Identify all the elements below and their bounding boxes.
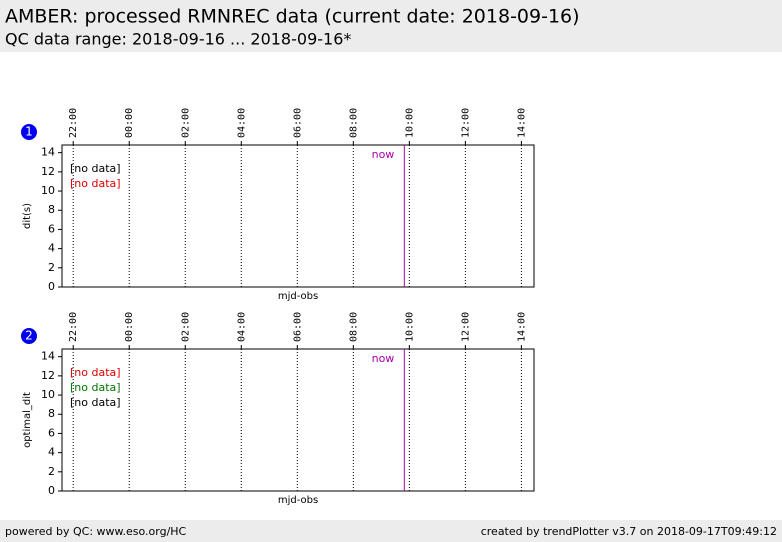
x-tick-label: 22:00 xyxy=(68,312,79,342)
x-tick-label: 10:00 xyxy=(404,108,415,138)
y-tick-label: 6 xyxy=(48,426,55,439)
x-tick-label: 00:00 xyxy=(124,108,135,138)
y-tick-label: 0 xyxy=(48,484,55,497)
x-tick-label: 06:00 xyxy=(292,108,303,138)
footer-bg xyxy=(0,520,782,542)
y-tick-label: 8 xyxy=(48,203,55,216)
panel-number: 1 xyxy=(25,125,33,139)
x-tick-label: 12:00 xyxy=(460,108,471,138)
y-tick-label: 2 xyxy=(48,261,55,274)
panel-number: 2 xyxy=(25,329,33,343)
y-tick-label: 8 xyxy=(48,407,55,420)
x-tick-label: 14:00 xyxy=(516,312,527,342)
title: AMBER: processed RMNREC data (current da… xyxy=(5,6,580,28)
x-tick-label: 06:00 xyxy=(292,312,303,342)
x-tick-label: 00:00 xyxy=(124,312,135,342)
x-tick-label: 14:00 xyxy=(516,108,527,138)
footer-left: powered by QC: www.eso.org/HC xyxy=(5,525,187,538)
x-tick-label: 22:00 xyxy=(68,108,79,138)
legend-entry: [no data] xyxy=(70,366,121,379)
now-label: now xyxy=(372,352,395,365)
x-tick-label: 04:00 xyxy=(236,108,247,138)
x-tick-label: 10:00 xyxy=(404,312,415,342)
legend-entry: [no data] xyxy=(70,177,121,190)
y-tick-label: 14 xyxy=(41,146,55,159)
y-tick-label: 14 xyxy=(41,350,55,363)
x-tick-label: 12:00 xyxy=(460,312,471,342)
x-axis-label: mjd-obs xyxy=(278,495,318,506)
legend-entry: [no data] xyxy=(70,162,121,175)
x-tick-label: 08:00 xyxy=(348,312,359,342)
panel-badge xyxy=(21,124,37,140)
x-axis-label: mjd-obs xyxy=(278,291,318,302)
y-tick-label: 4 xyxy=(48,446,55,459)
header-bg xyxy=(0,0,782,52)
legend-entry: [no data] xyxy=(70,396,121,409)
y-tick-label: 10 xyxy=(41,388,55,401)
subtitle: QC data range: 2018-09-16 ... 2018-09-16… xyxy=(5,30,351,49)
y-tick-label: 4 xyxy=(48,242,55,255)
y-tick-label: 12 xyxy=(41,165,55,178)
footer-right: created by trendPlotter v3.7 on 2018-09-… xyxy=(481,525,777,538)
plot-area xyxy=(61,144,535,288)
y-tick-label: 6 xyxy=(48,222,55,235)
y-tick-label: 10 xyxy=(41,184,55,197)
y-tick-label: 12 xyxy=(41,369,55,382)
y-axis-label: optimal_dit xyxy=(22,392,33,448)
x-tick-label: 04:00 xyxy=(236,312,247,342)
legend-entry: [no data] xyxy=(70,381,121,394)
y-tick-label: 0 xyxy=(48,280,55,293)
x-tick-label: 08:00 xyxy=(348,108,359,138)
now-label: now xyxy=(372,148,395,161)
y-tick-label: 2 xyxy=(48,465,55,478)
y-axis-label: dit(s) xyxy=(22,203,33,229)
plot-area xyxy=(61,348,535,492)
panel-badge xyxy=(21,328,37,344)
x-tick-label: 02:00 xyxy=(180,108,191,138)
x-tick-label: 02:00 xyxy=(180,312,191,342)
